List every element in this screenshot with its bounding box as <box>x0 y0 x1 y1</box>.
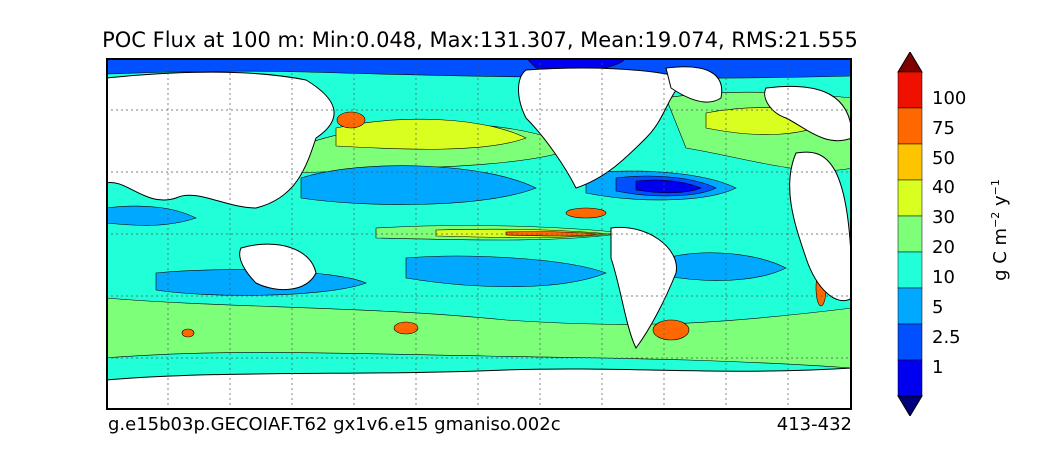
colorbar-tick: 40 <box>932 177 955 198</box>
colorbar-label: g C m−2 y−1 <box>989 179 1011 281</box>
colorbar-tick: 75 <box>932 118 955 139</box>
colorbar-swatch <box>897 287 923 325</box>
colorbar-tick: 100 <box>932 88 967 109</box>
colorbar-swatch <box>897 143 923 181</box>
year-range-label: 413-432 <box>776 414 852 435</box>
map-grid <box>106 58 852 410</box>
colorbar-swatch <box>897 107 923 145</box>
colorbar-swatch <box>897 359 923 397</box>
run-id-label: g.e15b03p.GECOIAF.T62 gx1v6.e15 gmaniso.… <box>108 414 561 435</box>
colorbar-tick: 30 <box>932 207 955 228</box>
poc-flux-map <box>106 58 852 410</box>
colorbar-swatch <box>897 323 923 361</box>
colorbar-swatch <box>897 71 923 109</box>
colorbar-swatch <box>897 179 923 217</box>
colorbar-extend-top <box>897 52 923 73</box>
landmasses <box>106 66 852 410</box>
label-prefix: g C m <box>990 227 1011 281</box>
colorbar-tick: 2.5 <box>932 327 961 348</box>
colorbar <box>897 52 923 416</box>
colorbar-extend-bottom <box>897 395 923 416</box>
map-frame <box>106 58 852 410</box>
label-mid: y <box>990 195 1011 212</box>
colorbar-tick: 50 <box>932 148 955 169</box>
colorbar-tick: 1 <box>932 357 944 378</box>
colorbar-tick: 5 <box>932 297 944 318</box>
plot-title: POC Flux at 100 m: Min:0.048, Max:131.30… <box>102 28 858 52</box>
colorbar-tick: 10 <box>932 267 955 288</box>
label-exponent-1: −2 <box>989 211 1002 228</box>
label-exponent-2: −1 <box>989 179 1002 196</box>
colorbar-swatch <box>897 251 923 289</box>
colorbar-swatch <box>897 215 923 253</box>
colorbar-tick: 20 <box>932 237 955 258</box>
